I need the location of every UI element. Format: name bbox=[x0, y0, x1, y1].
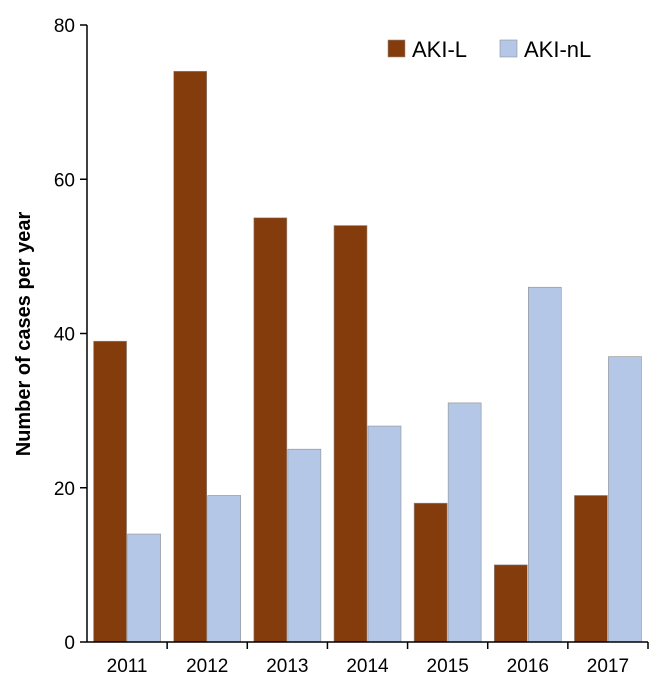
bar-group bbox=[93, 70, 642, 643]
legend: AKI-L AKI-nL bbox=[387, 37, 591, 62]
bar-aki-nl-2017 bbox=[608, 356, 642, 643]
bar-aki-nl-2012 bbox=[207, 495, 242, 643]
y-tick-label: 60 bbox=[54, 170, 75, 191]
x-axis-ticks: 2011 2012 2013 2014 2015 2016 2017 bbox=[107, 642, 649, 677]
bar-aki-l-2017 bbox=[574, 495, 608, 643]
x-tick-label: 2016 bbox=[507, 656, 549, 677]
bar-aki-l-2011 bbox=[93, 340, 127, 643]
x-tick-label: 2012 bbox=[186, 656, 228, 677]
x-tick-label: 2013 bbox=[266, 656, 308, 677]
y-tick-label: 0 bbox=[64, 633, 75, 654]
bar-aki-nl-2016 bbox=[527, 286, 562, 643]
x-tick-label: 2015 bbox=[427, 656, 469, 677]
y-tick-label: 40 bbox=[54, 325, 75, 346]
bar-aki-nl-2013 bbox=[287, 448, 322, 643]
legend-label-aki-l: AKI-L bbox=[412, 37, 467, 62]
x-tick-label: 2011 bbox=[107, 656, 148, 677]
legend-label-aki-nl: AKI-nL bbox=[524, 37, 591, 62]
y-tick-label: 20 bbox=[54, 479, 75, 500]
bar-aki-nl-2015 bbox=[447, 402, 482, 643]
legend-swatch-aki-l bbox=[387, 39, 406, 58]
y-axis-ticks: 0 20 40 60 80 bbox=[54, 16, 87, 654]
x-tick-label: 2014 bbox=[346, 656, 389, 677]
bar-aki-l-2013 bbox=[253, 217, 288, 643]
legend-swatch-aki-nl bbox=[499, 39, 518, 58]
y-tick-label: 80 bbox=[54, 16, 75, 37]
bar-aki-l-2016 bbox=[493, 564, 528, 643]
y-axis-title: Number of cases per year bbox=[13, 212, 35, 457]
bar-aki-nl-2014 bbox=[367, 425, 402, 643]
bar-aki-l-2012 bbox=[173, 70, 208, 643]
bar-aki-nl-2011 bbox=[127, 533, 161, 643]
bar-aki-l-2015 bbox=[413, 502, 448, 643]
bar-aki-l-2014 bbox=[333, 225, 368, 643]
x-tick-label: 2017 bbox=[587, 656, 629, 677]
